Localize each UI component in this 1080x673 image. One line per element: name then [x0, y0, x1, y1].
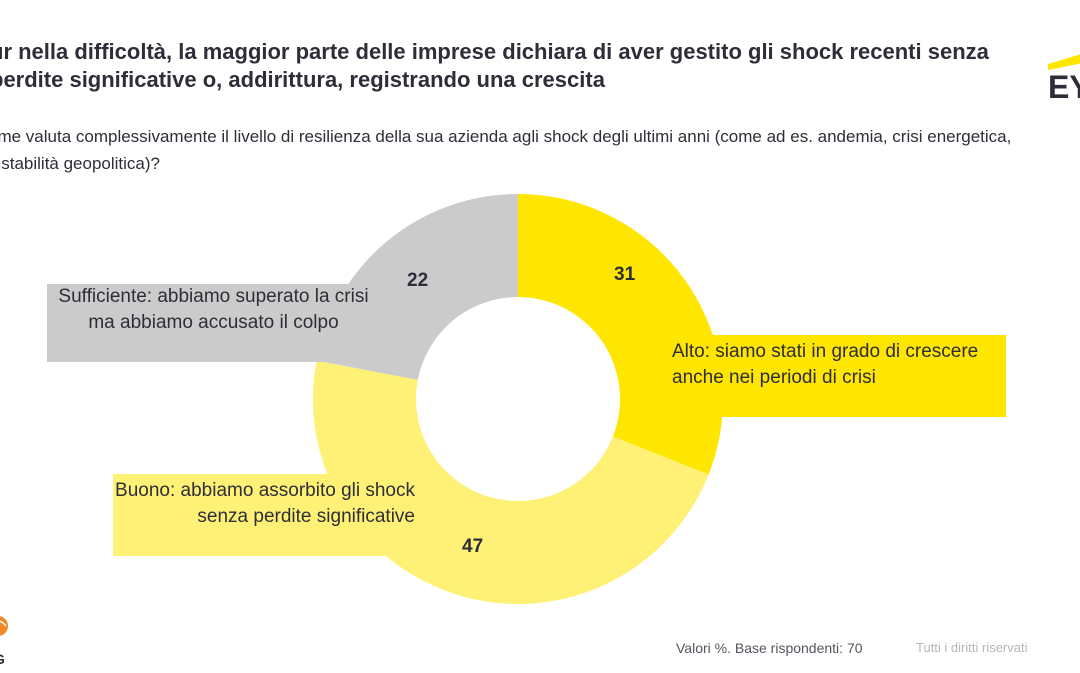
- value-buono: 47: [462, 536, 484, 557]
- survey-question: ome valuta complessivamente il livello d…: [0, 127, 1012, 173]
- ey-logo-text: EY: [1048, 69, 1080, 102]
- value-alto: 31: [614, 264, 636, 285]
- footer-rights: Tutti i diritti riservati: [916, 640, 1028, 655]
- footer-note: Valori %. Base rispondenti: 70: [676, 640, 863, 656]
- label-sufficiente: Sufficiente: abbiamo superato la crisi m…: [47, 284, 380, 362]
- ey-logo: EY: [1048, 52, 1080, 105]
- kpmg-logo-text: G: [0, 651, 5, 667]
- kpmg-logo: G: [0, 608, 14, 668]
- value-sufficiente: 22: [407, 270, 429, 291]
- label-alto: Alto: siamo stati in grado di crescere a…: [658, 335, 1006, 417]
- page-title: ur nella difficoltà, la maggior parte de…: [0, 39, 989, 92]
- label-buono: Buono: abbiamo assorbito gli shock senza…: [113, 474, 423, 556]
